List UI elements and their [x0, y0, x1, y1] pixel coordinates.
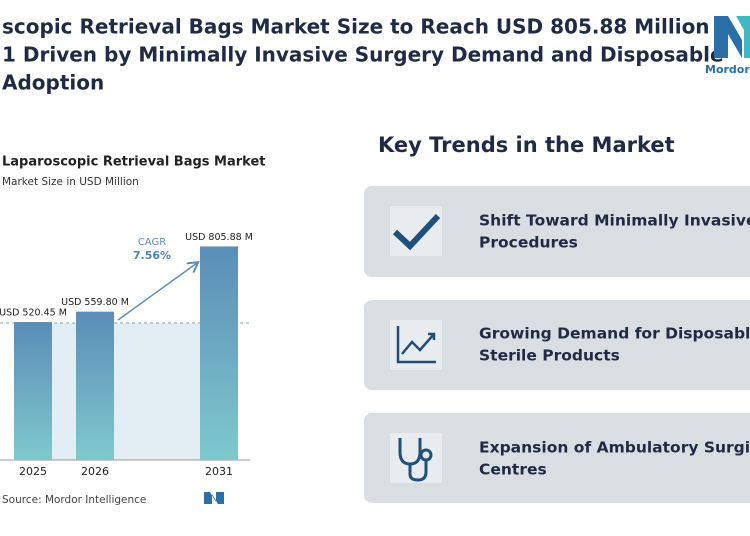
small-logo	[204, 492, 224, 504]
chart-title: Laparoscopic Retrieval Bags Market	[2, 155, 266, 170]
chart-subtitle: Market Size in USD Million	[2, 176, 139, 188]
trend-card	[364, 300, 750, 390]
bar	[14, 322, 52, 460]
key-trends: Key Trends in the Market Shift Toward Mi…	[364, 133, 750, 503]
trend-text: Growing Demand for Disposabl	[479, 325, 750, 343]
trend-card	[364, 186, 750, 277]
cagr-label: CAGR	[138, 237, 166, 248]
trend-text: Procedures	[479, 234, 578, 252]
trend-text: Centres	[479, 461, 547, 479]
x-tick-label: 2026	[81, 465, 109, 478]
trend-text: Shift Toward Minimally Invasive	[479, 212, 750, 230]
logo: Mordor In	[705, 16, 750, 76]
trend-text: Sterile Products	[479, 347, 620, 365]
stethoscope-icon	[398, 438, 428, 482]
bar	[200, 246, 238, 460]
title-line: 1 Driven by Minimally Invasive Surgery D…	[2, 43, 724, 67]
trends-heading: Key Trends in the Market	[378, 133, 675, 157]
icon-box	[390, 206, 442, 256]
title-line: scopic Retrieval Bags Market Size to Rea…	[2, 15, 710, 39]
chart-icon	[396, 326, 436, 364]
check-icon	[392, 213, 441, 251]
stethoscope-icon	[419, 448, 433, 462]
value-label: USD 559.80 M	[61, 297, 129, 308]
icon-box	[390, 433, 442, 483]
value-label: USD 520.45 M	[0, 308, 67, 319]
cagr-value: 7.56%	[133, 249, 171, 262]
chart: Laparoscopic Retrieval Bags Market Marke…	[0, 155, 266, 506]
x-tick-label: 2031	[205, 465, 233, 478]
header: scopic Retrieval Bags Market Size to Rea…	[2, 15, 750, 95]
value-label: USD 805.88 M	[185, 232, 253, 243]
bar	[76, 311, 114, 460]
source: Source: Mordor Intelligence	[2, 494, 146, 506]
cagr-arrow	[117, 263, 197, 321]
trend-text: Expansion of Ambulatory Surgic	[479, 439, 750, 457]
x-tick-label: 2025	[19, 465, 47, 478]
title-line: Adoption	[2, 71, 104, 95]
logo-text: Mordor In	[705, 63, 750, 76]
trend-card	[364, 413, 750, 503]
